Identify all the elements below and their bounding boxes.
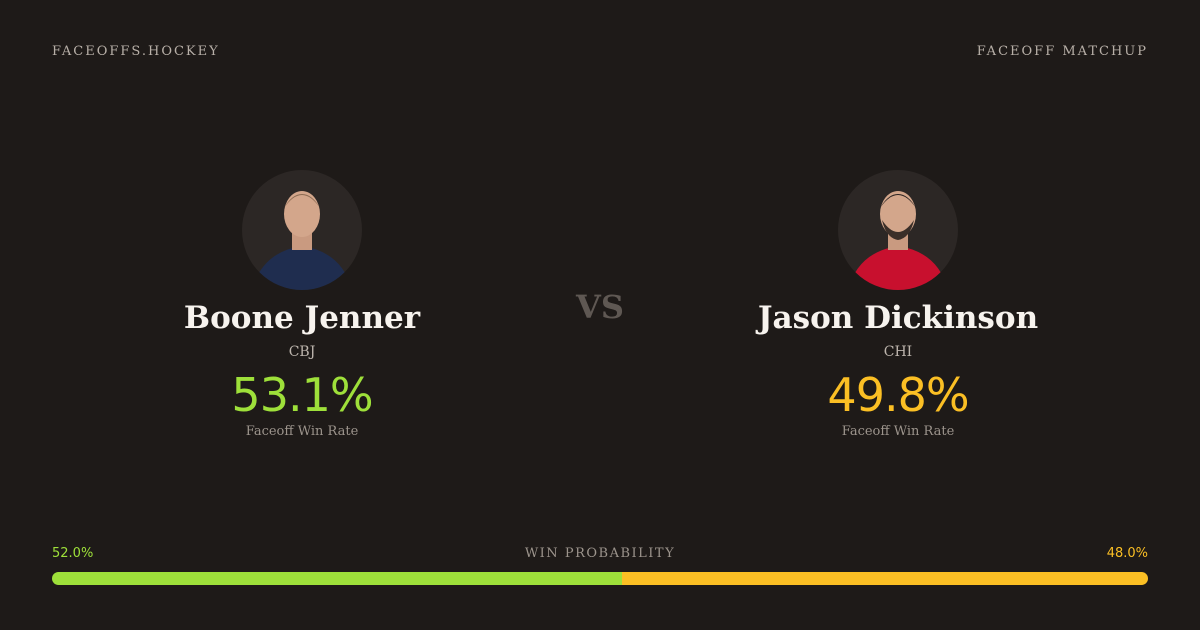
probability-left: 52.0% [52,546,94,561]
probability-right: 48.0% [1106,546,1148,561]
player-card: Jason Dickinson CHI 49.8% Faceoff Win Ra… [698,170,1098,439]
player-photo [242,170,362,290]
player-photo [838,170,958,290]
photo-placeholder [252,191,352,290]
win-rate: 49.8% [827,368,969,422]
photo-placeholder [848,191,948,290]
probability-label: WIN PROBABILITY [524,546,676,561]
player-card: Boone Jenner CBJ 53.1% Faceoff Win Rate [102,170,502,439]
probability-bar [52,572,1148,585]
brand: FACEOFFS.HOCKEY [52,44,220,59]
probability-segment [52,572,622,585]
win-rate-label: Faceoff Win Rate [245,424,359,439]
player-name: Boone Jenner [183,300,421,336]
win-rate: 53.1% [231,368,373,422]
vs: VS [576,288,624,326]
win-rate-label: Faceoff Win Rate [841,424,955,439]
player-team: CBJ [288,344,316,360]
player-team: CHI [883,344,913,360]
header-label: FACEOFF MATCHUP [976,44,1148,59]
player-name: Jason Dickinson [757,300,1039,336]
probability-segment [621,572,1148,585]
